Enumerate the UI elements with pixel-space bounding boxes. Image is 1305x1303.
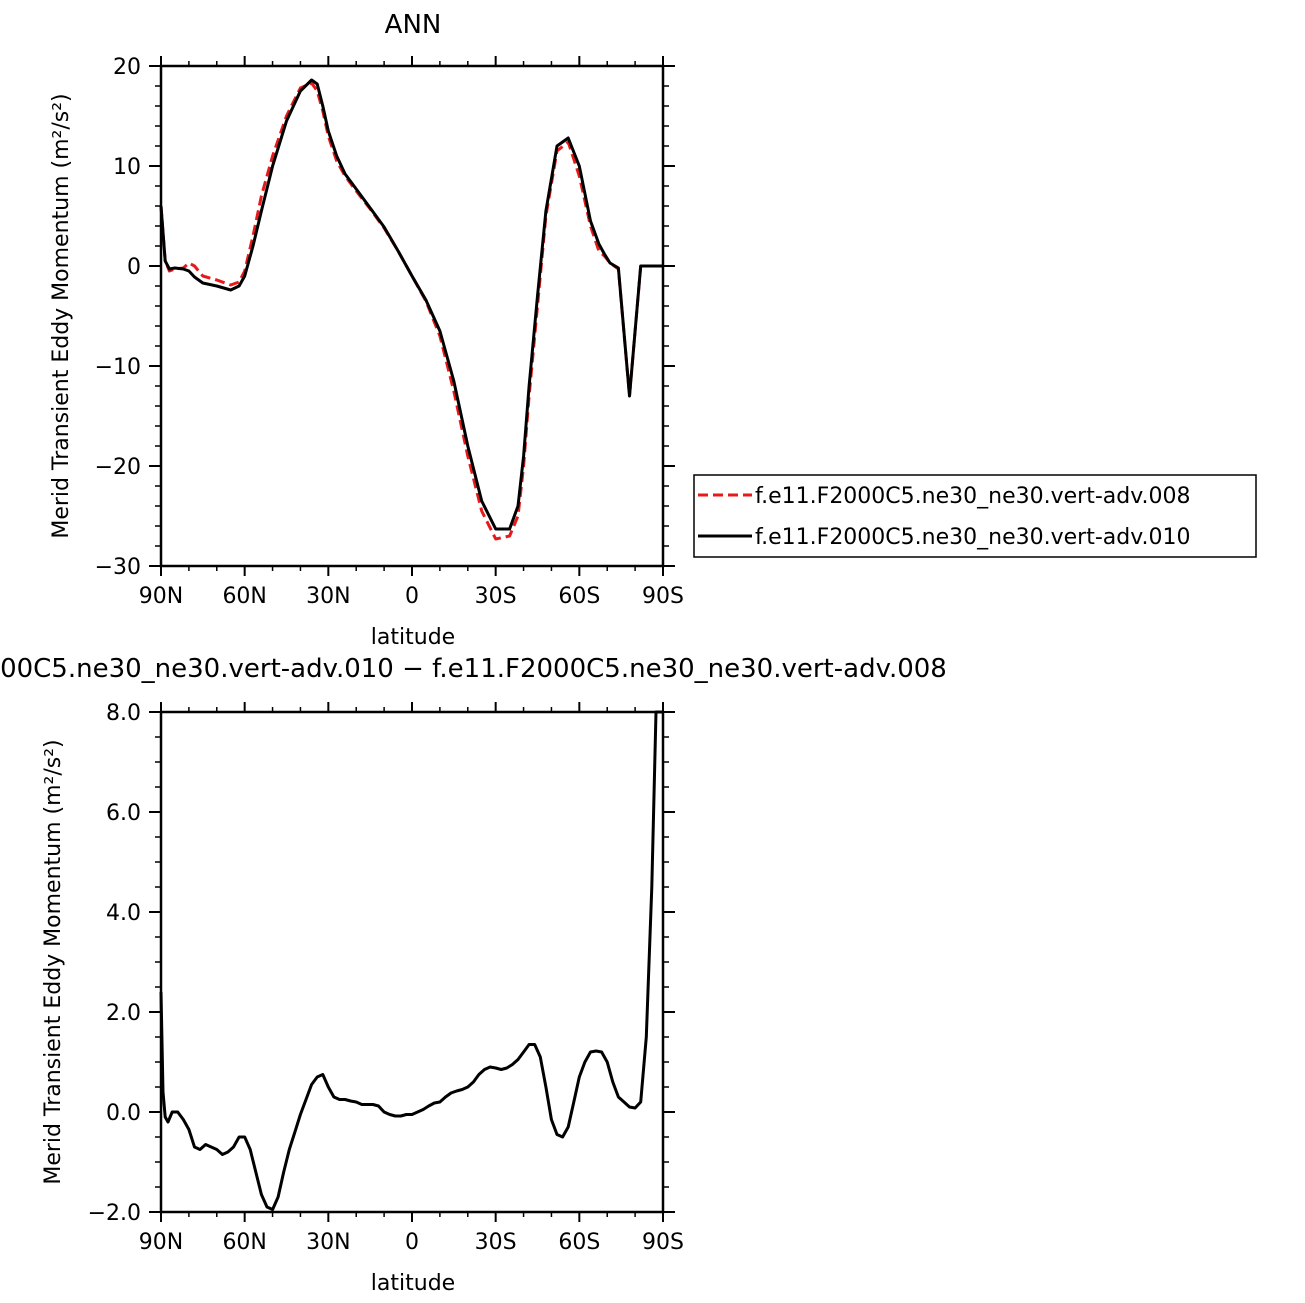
bottom-y-axis-label: Merid Transient Eddy Momentum (m²/s²) [41,739,66,1184]
bottom-y-tick-label: 0.0 [106,1101,141,1126]
bottom-x-tick-label: 60S [558,1230,600,1255]
bottom-y-tick-label: 2.0 [106,1001,141,1026]
bottom-chart-title: f.e11.F2000C5.ne30_ne30.vert-adv.010 − f… [0,654,947,684]
legend-box [693,474,1257,558]
top-x-tick-label: 30N [306,584,350,609]
top-x-axis-label: latitude [371,625,455,650]
bottom-x-axis-label: latitude [371,1271,455,1296]
top-x-tick-label: 0 [405,584,419,609]
bottom-y-tick-label: 6.0 [106,801,141,826]
top-x-tick-label: 90S [642,584,684,609]
top-axes: 90N 60N 30N 0 30S 60S 90S 20 10 0 −10 −20 −30 [95,55,684,609]
bottom-x-tick-label: 90N [139,1230,183,1255]
bottom-series-group [159,710,663,1211]
top-y-tick-label: 20 [113,55,141,80]
bottom-series-line-0 [159,710,663,1211]
top-y-tick-label: −10 [95,355,141,380]
top-series-group [159,78,664,541]
bottom-y-tick-label: −2.0 [88,1201,141,1226]
top-x-tick-label: 60N [222,584,266,609]
bottom-x-tick-label: 30S [475,1230,517,1255]
bottom-axes: 90N 60N 30N 0 30S 60S 90S 8.0 6.0 4.0 2.0 0.0 −2.0 [88,701,684,1255]
bottom-x-tick-label: 60N [222,1230,266,1255]
top-y-tick-label: 0 [127,255,141,280]
top-x-tick-label: 60S [558,584,600,609]
top-series-line-0 [159,81,664,541]
top-panel: ANN 90N 60N 30N 0 30S 60S 90S 20 10 0 −10 −20 −30 la… [49,10,1257,650]
top-plot-frame [159,64,665,568]
legend: f.e11.F2000C5.ne30_ne30.vert-adv.008 f.e… [693,474,1257,558]
bottom-x-tick-label: 30N [306,1230,350,1255]
top-series-line-1 [159,78,664,531]
bottom-y-tick-label: 8.0 [106,701,141,726]
bottom-panel: f.e11.F2000C5.ne30_ne30.vert-adv.010 − f… [0,654,947,1296]
top-y-tick-label: −20 [95,455,141,480]
top-x-tick-label: 30S [475,584,517,609]
bottom-y-tick-label: 4.0 [106,901,141,926]
bottom-plot-frame [159,710,665,1214]
legend-label-010: f.e11.F2000C5.ne30_ne30.vert-adv.010 [755,525,1191,550]
top-x-tick-label: 90N [139,584,183,609]
legend-label-008: f.e11.F2000C5.ne30_ne30.vert-adv.008 [755,484,1191,509]
bottom-x-tick-label: 0 [405,1230,419,1255]
bottom-x-tick-label: 90S [642,1230,684,1255]
top-y-tick-label: 10 [113,155,141,180]
top-chart-title: ANN [385,10,442,40]
top-y-axis-label: Merid Transient Eddy Momentum (m²/s²) [49,93,74,538]
top-y-tick-label: −30 [95,555,141,580]
